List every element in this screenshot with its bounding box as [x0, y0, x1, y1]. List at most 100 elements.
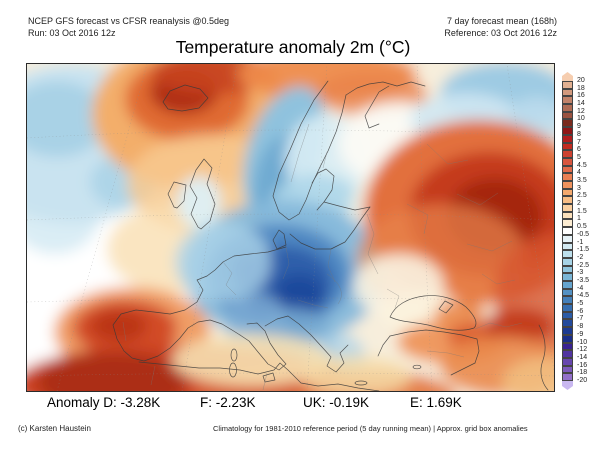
- colorbar-cell: [562, 157, 573, 166]
- colorbar-cell: [562, 204, 573, 212]
- colorbar-cell: [562, 350, 573, 358]
- anomaly-summary: Anomaly D: -3.28K F: -2.23K UK: -0.19K E…: [0, 395, 600, 413]
- colorbar-tick-label: -7: [577, 315, 584, 323]
- colorbar-tick-label: -4.5: [577, 292, 590, 300]
- colorbar-cell: [562, 127, 573, 135]
- colorbar-tick-label: 4.5: [577, 161, 587, 169]
- colorbar-tick-label: 0.5: [577, 223, 587, 231]
- colorbar-cell: [562, 365, 573, 374]
- colorbar-cell: [562, 119, 573, 128]
- colorbar-tick-label: 16: [577, 92, 585, 100]
- colorbar-cell: [562, 211, 573, 220]
- colorbar-tick-label: 14: [577, 100, 585, 108]
- colorbar-cell: [562, 219, 573, 228]
- colorbar-tick-label: -5: [577, 300, 584, 308]
- europe-anomaly-map: [27, 64, 554, 391]
- colorbar-cell: [562, 227, 573, 235]
- anomaly-region-d: Anomaly D: -3.28K: [47, 395, 161, 410]
- colorbar-cell: [562, 334, 573, 343]
- colorbar-cell: [562, 181, 573, 189]
- anomaly-region-f: F: -2.23K: [200, 395, 256, 410]
- colorbar-cell: [562, 342, 573, 351]
- colorbar-cell: [562, 357, 573, 366]
- colorbar-tick-label: -1: [577, 238, 584, 246]
- colorbar-tick-label: -20: [577, 377, 588, 384]
- colorbar-tick-label: 18: [577, 84, 585, 92]
- colorbar-tick-label: -4: [577, 284, 584, 292]
- colorbar-tick-label: 7: [577, 138, 581, 146]
- colorbar-tick-label: 20: [577, 77, 585, 84]
- colorbar-tick-label: 9: [577, 123, 581, 131]
- colorbar-cell: [562, 288, 573, 297]
- colorbar-cell: [562, 88, 573, 97]
- colorbar-cell: [562, 242, 573, 251]
- colorbar-tick-label: -18: [577, 369, 588, 377]
- colorbar: 20 18 16 14 12 10 9 8 7 6 5 4.5 4 3.5 3 2.5 2 1.5 1 0.5 -0.5…: [562, 72, 600, 390]
- colorbar-cell: [562, 165, 573, 174]
- colorbar-arrow-up: [562, 72, 573, 81]
- colorbar-cell: [562, 265, 573, 274]
- forecast-info-block: 7 day forecast mean (168h) Reference: 03…: [444, 16, 557, 39]
- colorbar-cell: [562, 104, 573, 112]
- colorbar-tick-label: -2: [577, 253, 584, 261]
- colorbar-tick-label: 12: [577, 107, 585, 115]
- colorbar-tick-label: 2.5: [577, 192, 587, 200]
- colorbar-tick-label: -2.5: [577, 261, 590, 269]
- colorbar-tick-label: 4: [577, 169, 581, 177]
- colorbar-tick-label: 6: [577, 146, 581, 154]
- colorbar-tick-label: -3.5: [577, 277, 590, 284]
- graticule-layer: [27, 64, 554, 391]
- colorbar-cell: [562, 373, 573, 381]
- colorbar-cell: [562, 142, 573, 151]
- colorbar-cell: [562, 281, 573, 289]
- colorbar-cell: [562, 188, 573, 197]
- climatology-note: Climatology for 1981-2010 reference peri…: [213, 424, 528, 433]
- colorbar-cell: [562, 134, 573, 143]
- run-info-block: NCEP GFS forecast vs CFSR reanalysis @0.…: [28, 16, 229, 39]
- anomaly-region-uk: UK: -0.19K: [303, 395, 370, 410]
- map-frame: [26, 63, 555, 392]
- colorbar-arrow-down: [562, 381, 573, 390]
- colorbar-tick-label: -6: [577, 307, 584, 315]
- colorbar-cell: [562, 273, 573, 281]
- reference-date-line: Reference: 03 Oct 2016 12z: [444, 27, 557, 38]
- colorbar-tick-label: 3: [577, 184, 581, 192]
- colorbar-cell: [562, 304, 573, 312]
- colorbar-cell: [562, 96, 573, 105]
- colorbar-tick-label: -10: [577, 338, 588, 346]
- colorbar-tick-label: 1.5: [577, 207, 587, 215]
- colorbar-tick-label: 3.5: [577, 177, 587, 184]
- colorbar-cell: [562, 327, 573, 335]
- colorbar-tick-label: 1: [577, 215, 581, 223]
- colorbar-cell: [562, 196, 573, 205]
- country-borders-layer: [122, 123, 523, 391]
- colorbar-cell: [562, 81, 573, 89]
- anomaly-field-layer: [27, 64, 554, 391]
- colorbar-cell: [562, 319, 573, 328]
- colorbar-tick-label: -16: [577, 361, 588, 369]
- model-info-line: NCEP GFS forecast vs CFSR reanalysis @0.…: [28, 16, 230, 26]
- colorbar-tick-label: -9: [577, 330, 584, 338]
- colorbar-tick-label: -1.5: [577, 246, 590, 254]
- colorbar-tick-label: -8: [577, 323, 584, 331]
- colorbar-tick-label: -3: [577, 269, 584, 277]
- colorbar-tick-label: -0.5: [577, 230, 590, 238]
- colorbar-cell: [562, 150, 573, 158]
- colorbar-cell: [562, 257, 573, 266]
- colorbar-cell: [562, 250, 573, 258]
- chart-title: Temperature anomaly 2m (°C): [175, 37, 411, 57]
- colorbar-tick-label: -12: [577, 346, 588, 354]
- anomaly-region-e: E: 1.69K: [410, 395, 462, 410]
- colorbar-cell: [562, 173, 573, 181]
- colorbar-cell: [562, 311, 573, 320]
- colorbar-cell: [562, 111, 573, 120]
- run-date-line: Run: 03 Oct 2016 12z: [28, 27, 116, 38]
- credit: (c) Karsten Haustein: [18, 424, 91, 433]
- colorbar-cell: [562, 296, 573, 305]
- forecast-range-line: 7 day forecast mean (168h): [446, 16, 557, 26]
- coastlines-layer: [112, 80, 549, 391]
- colorbar-tick-label: 10: [577, 115, 585, 123]
- colorbar-tick-label: 8: [577, 130, 581, 138]
- colorbar-tick-label: 2: [577, 200, 581, 208]
- colorbar-tick-label: -14: [577, 353, 588, 361]
